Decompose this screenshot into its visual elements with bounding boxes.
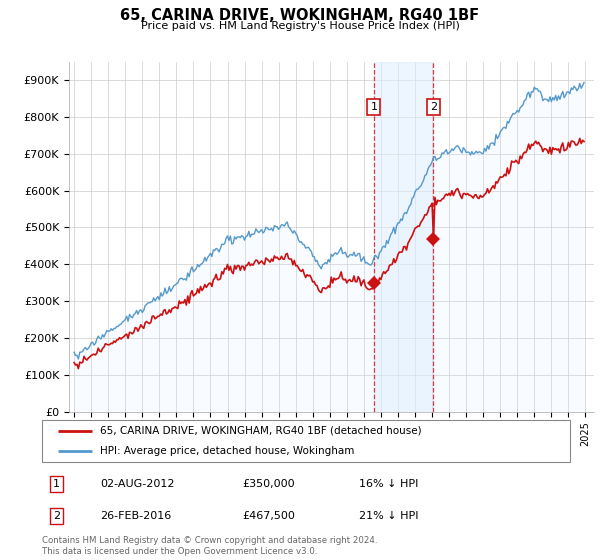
Text: Price paid vs. HM Land Registry's House Price Index (HPI): Price paid vs. HM Land Registry's House … bbox=[140, 21, 460, 31]
Text: £467,500: £467,500 bbox=[242, 511, 296, 521]
Bar bbox=[374, 62, 433, 412]
FancyBboxPatch shape bbox=[42, 420, 570, 462]
Text: HPI: Average price, detached house, Wokingham: HPI: Average price, detached house, Woki… bbox=[100, 446, 355, 456]
Text: 26-FEB-2016: 26-FEB-2016 bbox=[100, 511, 172, 521]
Text: Contains HM Land Registry data © Crown copyright and database right 2024.
This d: Contains HM Land Registry data © Crown c… bbox=[42, 536, 377, 556]
Text: 21% ↓ HPI: 21% ↓ HPI bbox=[359, 511, 418, 521]
Text: 2: 2 bbox=[430, 102, 437, 112]
Text: 1: 1 bbox=[53, 479, 60, 489]
Text: 65, CARINA DRIVE, WOKINGHAM, RG40 1BF: 65, CARINA DRIVE, WOKINGHAM, RG40 1BF bbox=[121, 8, 479, 24]
Text: 65, CARINA DRIVE, WOKINGHAM, RG40 1BF (detached house): 65, CARINA DRIVE, WOKINGHAM, RG40 1BF (d… bbox=[100, 426, 422, 436]
Text: 1: 1 bbox=[370, 102, 377, 112]
Text: 2: 2 bbox=[53, 511, 61, 521]
Text: 02-AUG-2012: 02-AUG-2012 bbox=[100, 479, 175, 489]
Text: 16% ↓ HPI: 16% ↓ HPI bbox=[359, 479, 418, 489]
Text: £350,000: £350,000 bbox=[242, 479, 295, 489]
